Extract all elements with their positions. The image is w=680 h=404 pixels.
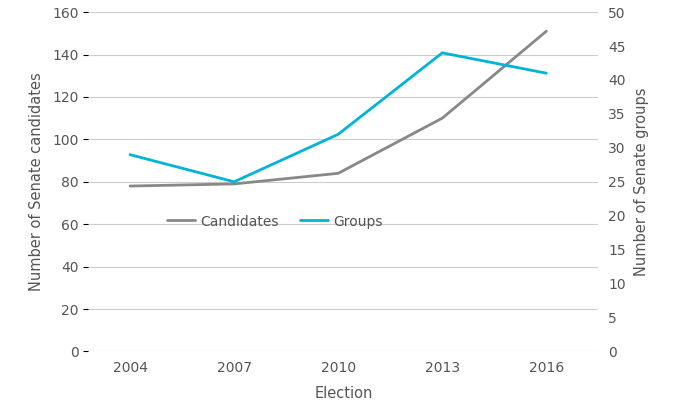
Candidates <box>438 116 446 120</box>
Candidates <box>334 171 342 176</box>
Groups <box>126 152 134 157</box>
Line: Candidates: Candidates <box>130 31 546 186</box>
Candidates <box>230 181 238 186</box>
Y-axis label: Number of Senate candidates: Number of Senate candidates <box>29 72 44 291</box>
X-axis label: Election: Election <box>314 386 373 401</box>
Groups <box>542 71 550 76</box>
Line: Groups: Groups <box>130 53 546 182</box>
Legend: Candidates, Groups: Candidates, Groups <box>162 209 388 234</box>
Groups <box>334 132 342 137</box>
Candidates <box>542 29 550 34</box>
Groups <box>230 179 238 184</box>
Candidates <box>126 183 134 188</box>
Y-axis label: Number of Senate groups: Number of Senate groups <box>634 88 649 276</box>
Groups <box>438 50 446 55</box>
